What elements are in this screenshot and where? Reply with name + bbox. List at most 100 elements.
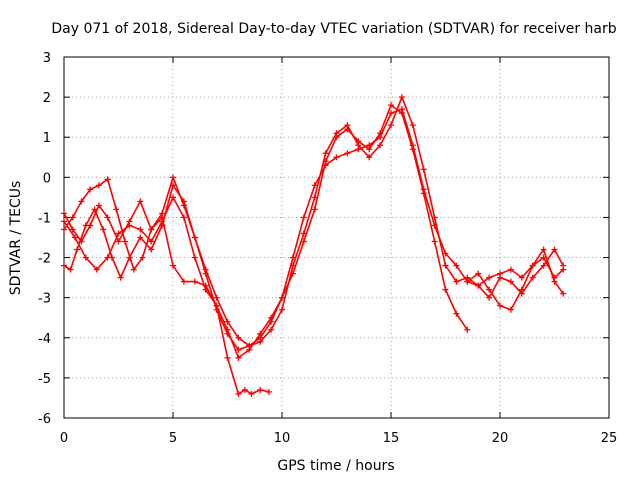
data-point xyxy=(453,278,460,285)
data-point xyxy=(235,334,242,341)
data-point xyxy=(180,202,187,209)
data-point xyxy=(311,194,318,201)
y-tick-label: 3 xyxy=(43,51,51,66)
series-line xyxy=(63,94,564,347)
data-point xyxy=(126,222,133,229)
data-point xyxy=(61,210,67,217)
data-point xyxy=(248,390,255,397)
data-point xyxy=(235,390,242,397)
data-point xyxy=(246,342,253,349)
y-tick-label: 2 xyxy=(43,91,51,106)
y-tick-labels: -6 -5 -4 -3 -2 -1 0 1 2 3 xyxy=(38,51,51,427)
data-point xyxy=(117,274,124,281)
data-point xyxy=(122,238,129,245)
data-point xyxy=(61,226,67,233)
data-point xyxy=(115,238,122,245)
y-tick-label: -2 xyxy=(38,252,51,267)
y-axis-label: SDTVAR / TECUs xyxy=(8,181,24,296)
data-point xyxy=(540,262,547,269)
grid xyxy=(64,57,609,418)
data-point xyxy=(93,266,100,273)
y-tick-label: 1 xyxy=(43,131,51,146)
data-point xyxy=(431,214,438,221)
data-point xyxy=(95,182,102,189)
data-point xyxy=(497,274,503,281)
data-point xyxy=(300,214,307,221)
data-point xyxy=(257,338,264,345)
y-tick-label: 0 xyxy=(43,171,51,186)
data-point xyxy=(497,302,503,309)
data-point xyxy=(104,254,111,261)
data-point xyxy=(159,210,166,217)
y-tick-label: -5 xyxy=(38,372,51,387)
data-point xyxy=(191,234,198,241)
data-point xyxy=(257,330,264,337)
data-point xyxy=(235,354,242,361)
chart-title: Day 071 of 2018, Sidereal Day-to-day VTE… xyxy=(51,21,616,37)
data-point xyxy=(213,302,220,309)
data-point xyxy=(507,306,514,313)
x-tick-labels: 0 5 10 15 20 25 xyxy=(60,431,617,446)
series-trace-1 xyxy=(61,106,567,353)
data-point xyxy=(61,218,67,225)
data-point xyxy=(551,246,558,253)
data-point xyxy=(453,262,460,269)
data-point xyxy=(518,274,525,281)
data-point xyxy=(170,262,176,269)
data-point xyxy=(148,238,155,245)
data-point xyxy=(398,110,405,117)
data-point xyxy=(82,254,89,261)
data-point xyxy=(464,278,471,285)
series-line xyxy=(466,247,564,311)
data-point xyxy=(137,198,144,205)
data-point xyxy=(180,278,187,285)
data-point xyxy=(71,234,78,241)
series-trace-4 xyxy=(61,194,272,397)
series-line xyxy=(63,195,270,396)
data-point xyxy=(279,306,285,313)
data-point xyxy=(74,246,81,253)
data-point xyxy=(409,122,416,129)
data-point xyxy=(213,294,220,301)
data-point xyxy=(191,254,198,261)
x-tick-label: 25 xyxy=(601,431,618,446)
data-point xyxy=(409,146,416,153)
data-point xyxy=(507,278,514,285)
data-point xyxy=(486,294,493,301)
data-point xyxy=(366,154,373,161)
data-point xyxy=(475,282,482,289)
data-point xyxy=(224,326,231,333)
data-point xyxy=(322,150,329,157)
data-point xyxy=(560,262,567,269)
data-point xyxy=(148,246,155,253)
data-point xyxy=(475,270,482,277)
data-point xyxy=(388,122,394,129)
data-point xyxy=(420,190,427,197)
data-point xyxy=(104,214,111,221)
data-point xyxy=(159,218,166,225)
data-point xyxy=(529,274,536,281)
y-tick-label: -6 xyxy=(38,412,51,427)
data-point xyxy=(78,238,85,245)
y-tick-label: -1 xyxy=(38,211,51,226)
y-tick-label: -4 xyxy=(38,332,51,347)
plot-frame xyxy=(63,56,610,419)
data-point xyxy=(69,226,76,233)
x-tick-label: 20 xyxy=(492,431,509,446)
data-point xyxy=(191,278,198,285)
x-tick-label: 0 xyxy=(60,431,68,446)
data-point xyxy=(235,346,242,353)
data-point xyxy=(78,198,85,205)
y-tick-label: -3 xyxy=(38,292,51,307)
data-point xyxy=(115,230,122,237)
data-point xyxy=(224,354,231,361)
data-point xyxy=(130,266,137,273)
data-point xyxy=(69,214,76,221)
series-trace-5 xyxy=(464,246,567,313)
data-point xyxy=(139,254,146,261)
data-point xyxy=(137,234,144,241)
data-point xyxy=(87,186,94,193)
data-point xyxy=(388,110,394,117)
data-point xyxy=(529,262,536,269)
